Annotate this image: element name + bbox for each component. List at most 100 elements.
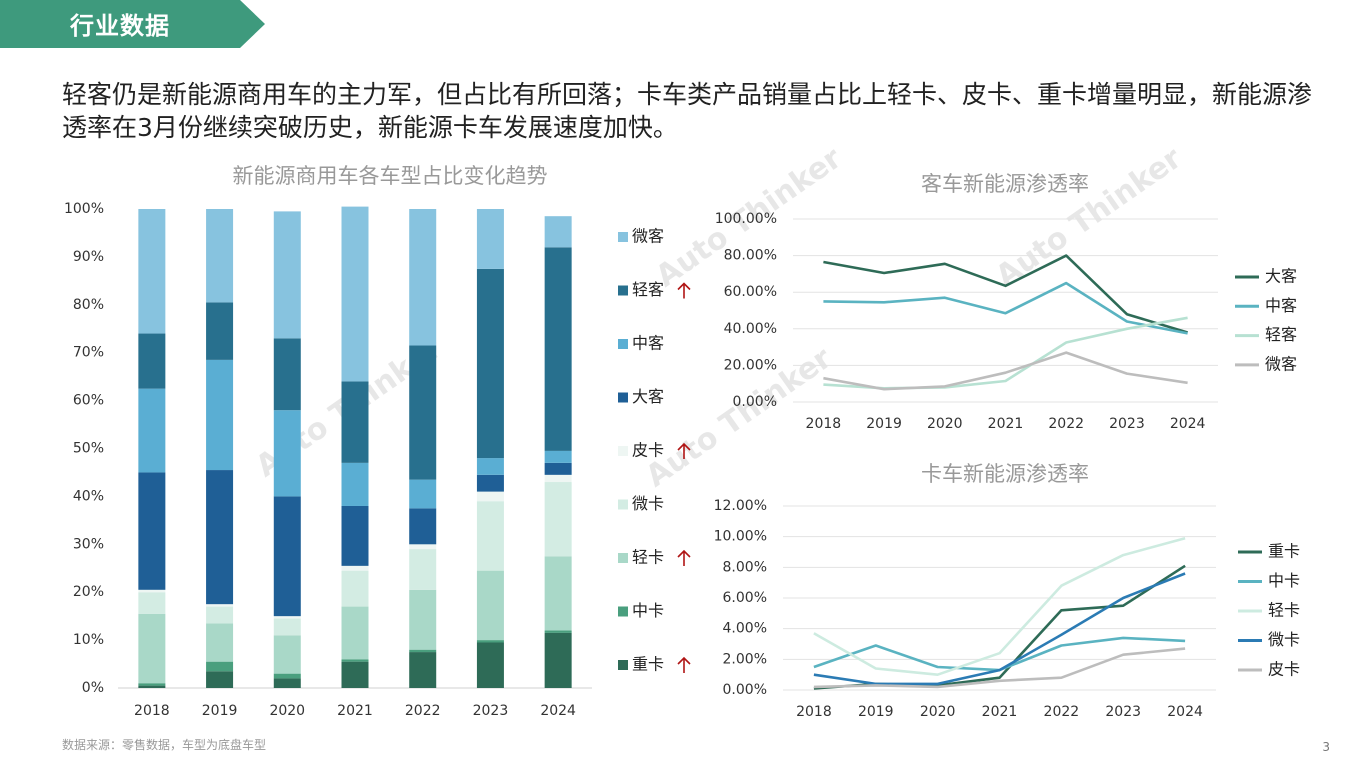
- legend-label: 重卡: [632, 655, 664, 674]
- bar-segment: [206, 671, 234, 688]
- y-tick-label: 50%: [73, 441, 104, 457]
- x-tick-label: 2019: [858, 704, 894, 720]
- bar-segment: [544, 630, 572, 633]
- bar-segment: [341, 661, 369, 688]
- bar-segment: [476, 458, 504, 475]
- bar-segment: [206, 604, 234, 607]
- y-tick-label: 100%: [64, 201, 104, 217]
- legend-label: 中卡: [1268, 571, 1300, 590]
- x-tick-label: 2023: [1105, 704, 1141, 720]
- x-tick-label: 2020: [920, 704, 956, 720]
- bar-segment: [476, 570, 504, 641]
- bar-segment: [341, 606, 369, 660]
- series-line: [813, 572, 1186, 686]
- legend-swatch: [618, 392, 628, 403]
- y-tick-label: 30%: [73, 536, 104, 552]
- y-tick-label: 60%: [73, 393, 104, 409]
- bar-segment: [544, 482, 572, 557]
- bar-segment: [206, 209, 234, 303]
- legend-swatch: [618, 339, 628, 349]
- truck-chart-title: 卡车新能源渗透率: [921, 462, 1089, 486]
- y-tick-label: 6.00%: [723, 590, 767, 606]
- y-tick-label: 100.00%: [715, 211, 777, 227]
- bar-segment: [206, 359, 234, 471]
- x-tick-label: 2021: [337, 703, 373, 719]
- legend-label: 大客: [632, 387, 664, 406]
- legend-swatch: [618, 660, 628, 670]
- bar-segment: [206, 606, 234, 624]
- legend-label: 微卡: [1268, 630, 1300, 649]
- x-tick-label: 2021: [988, 416, 1024, 432]
- x-tick-label: 2022: [1048, 416, 1084, 432]
- legend-label: 中客: [1265, 296, 1297, 315]
- y-tick-label: 80.00%: [724, 248, 777, 264]
- bar-segment: [409, 345, 437, 480]
- legend-label: 微客: [632, 227, 664, 246]
- bar-segment: [341, 462, 369, 506]
- increase-arrow-icon: [677, 282, 691, 299]
- y-tick-label: 0.00%: [723, 682, 767, 698]
- bar-chart-title: 新能源商用车各车型占比变化趋势: [232, 164, 548, 188]
- bar-segment: [409, 544, 437, 550]
- bar-segment: [544, 247, 572, 451]
- bar-segment: [409, 508, 437, 545]
- y-tick-label: 90%: [73, 249, 104, 265]
- legend-label: 微客: [1265, 354, 1297, 373]
- legend-swatch: [618, 606, 628, 617]
- increase-arrow-icon: [677, 656, 691, 673]
- bar-segment: [341, 565, 369, 571]
- legend-label: 皮卡: [1268, 660, 1300, 679]
- y-tick-label: 20%: [73, 584, 104, 600]
- legend-label: 中卡: [632, 601, 664, 620]
- x-tick-label: 2022: [1044, 704, 1080, 720]
- bar-segment: [138, 592, 166, 614]
- bar-segment: [476, 642, 504, 688]
- legend-label: 大客: [1265, 267, 1297, 286]
- bar-segment: [138, 209, 166, 334]
- bar-segment: [409, 549, 437, 590]
- bar-segment: [138, 388, 166, 473]
- legend-label: 重卡: [1268, 542, 1300, 561]
- bar-segment: [544, 632, 572, 688]
- bus-chart-title: 客车新能源渗透率: [921, 172, 1089, 196]
- series-line: [813, 647, 1186, 689]
- headline-text: 轻客仍是新能源商用车的主力军，但占比有所回落；卡车类产品销量占比上轻卡、皮卡、重…: [62, 80, 1313, 142]
- y-tick-label: 80%: [73, 297, 104, 313]
- header-band: [0, 0, 265, 48]
- page-number: 3: [1322, 740, 1330, 754]
- legend-swatch: [618, 553, 628, 563]
- bar-segment: [206, 623, 234, 662]
- legend-swatch: [618, 285, 628, 296]
- bar-segment: [206, 470, 234, 605]
- bar-segment: [409, 652, 437, 688]
- legend-swatch: [618, 446, 628, 456]
- bar-segment: [476, 640, 504, 643]
- bar-segment: [476, 474, 504, 492]
- bar-segment: [544, 450, 572, 463]
- legend-label: 轻客: [632, 280, 664, 299]
- y-tick-label: 12.00%: [714, 498, 767, 514]
- bar-segment: [206, 302, 234, 360]
- x-tick-label: 2023: [473, 703, 509, 719]
- bar-segment: [476, 491, 504, 502]
- bar-segment: [341, 206, 369, 382]
- legend-label: 轻客: [1265, 325, 1297, 344]
- bar-segment: [544, 474, 572, 483]
- bar-segment: [476, 268, 504, 459]
- series-line: [823, 254, 1188, 334]
- bar-segment: [409, 649, 437, 653]
- bar-segment: [273, 635, 301, 674]
- x-tick-label: 2018: [796, 704, 832, 720]
- bar-segment: [341, 659, 369, 662]
- bar-segment: [138, 472, 166, 590]
- bar-segment: [341, 381, 369, 463]
- x-tick-label: 2019: [202, 703, 238, 719]
- x-tick-label: 2021: [982, 704, 1018, 720]
- legend-label: 微卡: [632, 494, 664, 513]
- bar-segment: [544, 216, 572, 248]
- y-tick-label: 0%: [82, 680, 104, 696]
- legend-swatch: [618, 499, 628, 510]
- y-tick-label: 0.00%: [733, 394, 777, 410]
- y-tick-label: 40.00%: [724, 321, 777, 337]
- y-tick-label: 40%: [73, 488, 104, 504]
